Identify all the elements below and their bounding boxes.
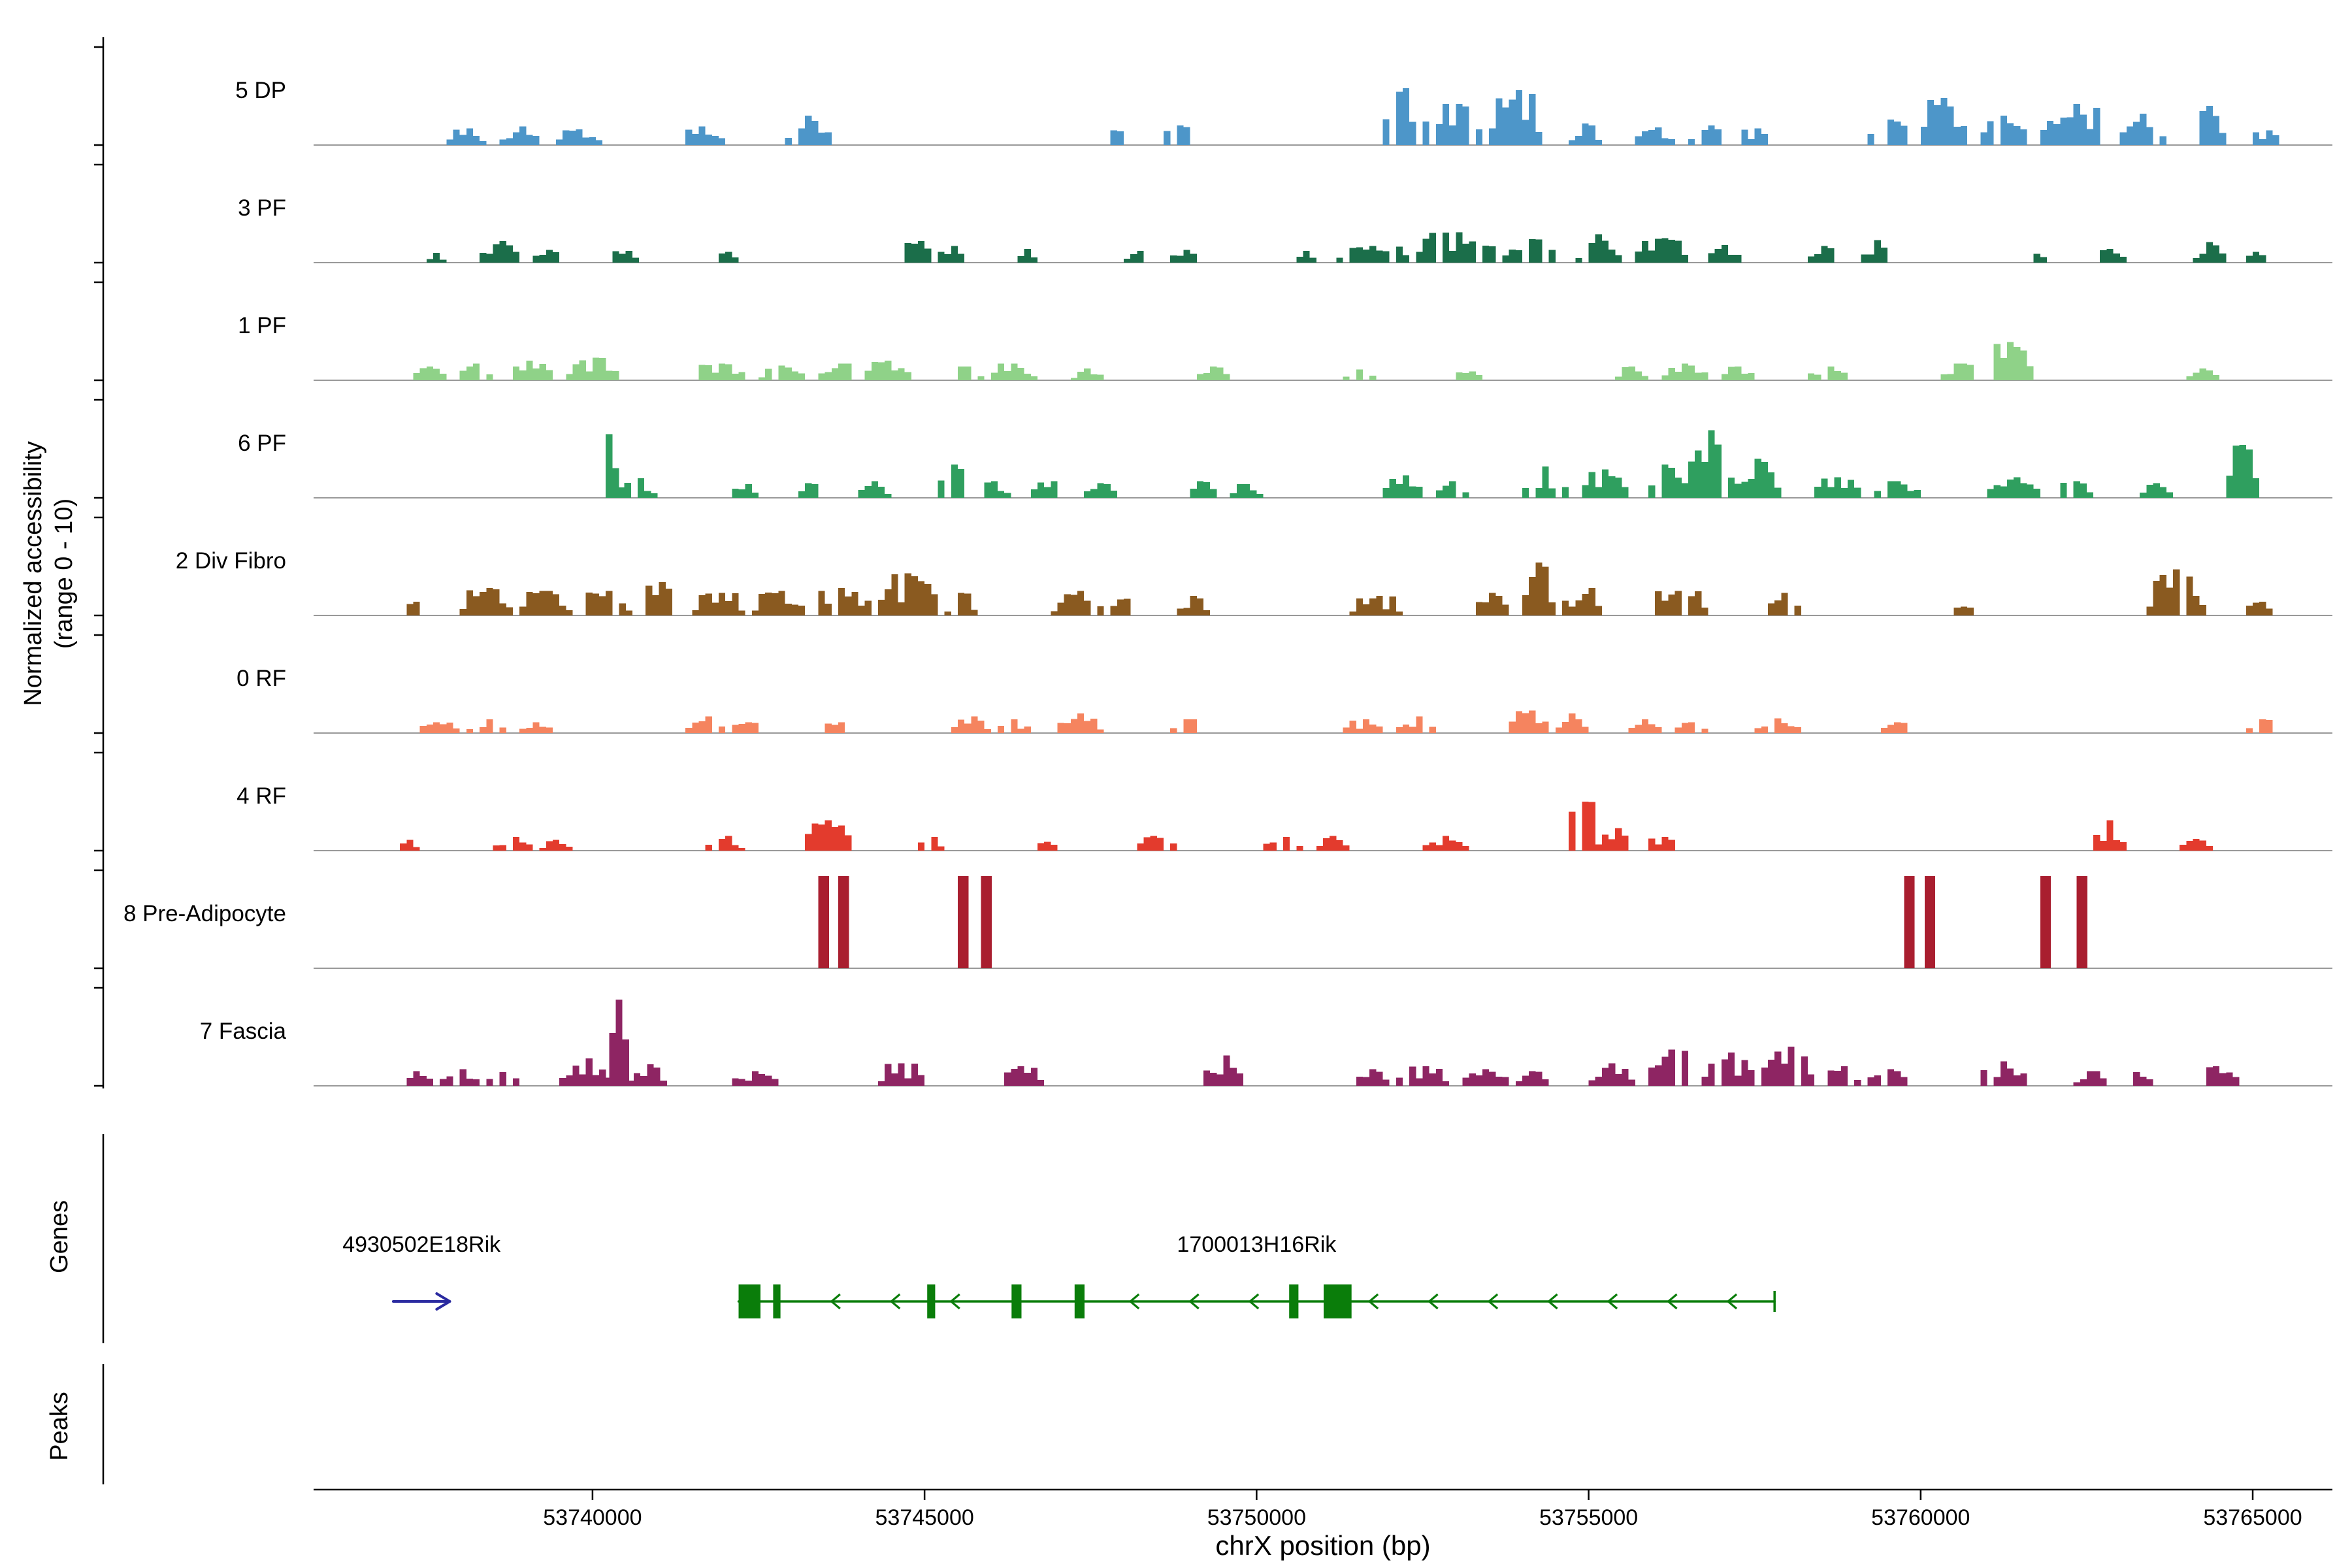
gene-4930502E18Rik — [391, 1292, 451, 1311]
signal-track-1-pf: 1 PF — [238, 313, 2332, 381]
strand-arrow-left-icon — [949, 1293, 960, 1310]
signal-track-3-pf: 3 PF — [238, 195, 2332, 263]
track-label: 2 Div Fibro — [176, 548, 286, 574]
strand-arrow-left-icon — [1248, 1293, 1260, 1310]
gene-label: 4930502E18Rik — [342, 1232, 501, 1257]
genes-section: 4930502E18Rik 1700013H16Rik — [102, 1134, 1776, 1343]
track-label: 5 DP — [235, 78, 286, 103]
coverage-bars — [426, 232, 2266, 263]
exon-box — [1074, 1284, 1085, 1318]
signal-track-7-fascia: 7 Fascia — [200, 1000, 2332, 1086]
coverage-bars — [419, 710, 2273, 733]
signal-track-2-div-fibro: 2 Div Fibro — [176, 548, 2332, 616]
tracks-axis-bracket — [94, 37, 105, 1088]
signal-track-0-rf: 0 RF — [237, 666, 2332, 734]
track-label: 7 Fascia — [200, 1019, 287, 1044]
signal-track-8-pre-adipocyte: 8 Pre-Adipocyte — [123, 876, 2332, 969]
coverage-bars — [400, 802, 2213, 851]
x-tick-label: 53745000 — [875, 1505, 973, 1530]
coverage-bars — [406, 1000, 2240, 1086]
strand-arrow-left-icon — [1667, 1293, 1678, 1310]
strand-arrow-right-icon — [435, 1292, 451, 1311]
exon-box — [927, 1284, 936, 1318]
coverage-bars — [413, 342, 2220, 380]
exon-box — [773, 1284, 781, 1318]
x-axis: 53740000 53745000 53750000 53755000 53760000… — [314, 1488, 2332, 1530]
exon-box — [1324, 1284, 1352, 1318]
gene-1700013H16Rik — [737, 1284, 1776, 1318]
strand-arrow-left-icon — [1547, 1293, 1558, 1310]
x-tick-label: 53760000 — [1871, 1505, 1970, 1530]
strand-arrow-left-icon — [1726, 1293, 1738, 1310]
track-label: 1 PF — [238, 313, 286, 338]
signal-track-4-rf: 4 RF — [237, 783, 2332, 851]
coverage-bars — [606, 430, 2260, 498]
track-label: 4 RF — [237, 783, 286, 809]
exon-box — [1289, 1284, 1299, 1318]
x-tick-label: 53755000 — [1539, 1505, 1638, 1530]
track-label: 8 Pre-Adipocyte — [123, 901, 286, 926]
coverage-bars — [406, 563, 2273, 615]
coverage-bars — [446, 88, 2279, 145]
x-tick-label: 53740000 — [543, 1505, 642, 1530]
gene-label: 1700013H16Rik — [1177, 1232, 1337, 1257]
x-tick-label: 53765000 — [2203, 1505, 2302, 1530]
track-label: 0 RF — [237, 666, 286, 691]
strand-arrow-left-icon — [1428, 1293, 1439, 1310]
strand-arrow-left-icon — [1487, 1293, 1499, 1310]
strand-arrow-left-icon — [1607, 1293, 1618, 1310]
strand-arrow-left-icon — [1367, 1293, 1379, 1310]
track-label: 3 PF — [238, 195, 286, 221]
x-axis-title: chrX position (bp) — [1215, 1530, 1431, 1561]
strand-arrow-left-icon — [830, 1293, 841, 1310]
signal-track-6-pf: 6 PF — [238, 430, 2332, 498]
coverage-bars — [818, 876, 2087, 968]
strand-arrow-left-icon — [889, 1293, 901, 1310]
x-tick-label: 53750000 — [1207, 1505, 1306, 1530]
exon-box — [1011, 1284, 1022, 1318]
strand-arrow-left-icon — [1188, 1293, 1200, 1310]
strand-arrow-left-icon — [1128, 1293, 1140, 1310]
signal-track-5-dp: 5 DP — [235, 78, 2332, 146]
exon-box — [738, 1284, 760, 1318]
track-label: 6 PF — [238, 431, 286, 456]
